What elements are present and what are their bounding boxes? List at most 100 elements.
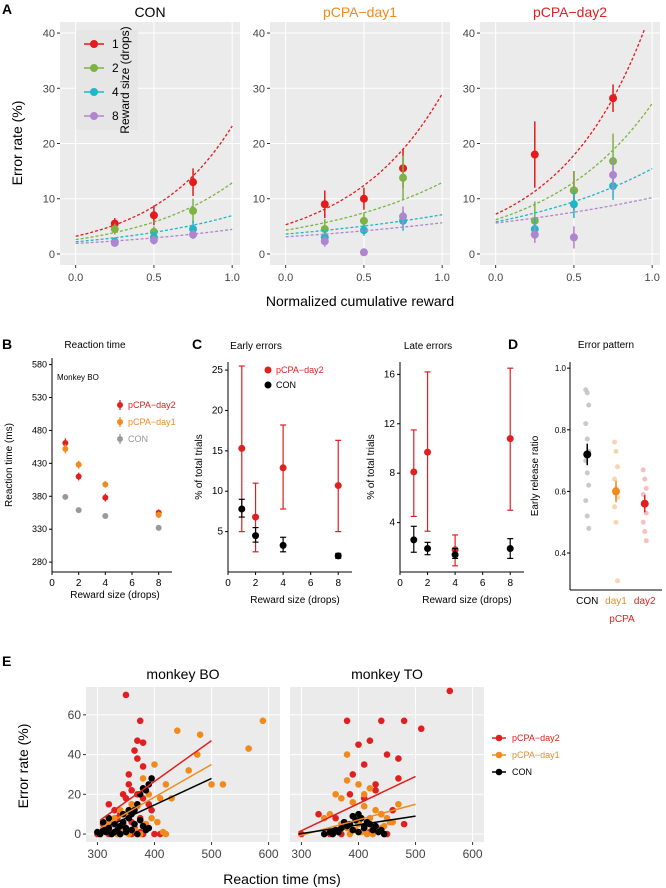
x-tick-label: 400: [144, 847, 164, 861]
data-point-8: [320, 237, 329, 246]
y-tick-label: 20: [43, 139, 55, 151]
data-point: [145, 800, 153, 808]
data-point: [279, 464, 287, 472]
fit-curve-4: [285, 214, 443, 235]
x-tick-label: 4: [452, 578, 458, 589]
data-point-8: [149, 236, 158, 245]
x-axis-label: Normalized cumulative reward: [266, 293, 454, 309]
data-point: [136, 816, 144, 824]
data-point: [128, 787, 135, 794]
data-point: [151, 761, 158, 768]
panel-title: pCPA−day2: [533, 4, 607, 20]
group-mean: [583, 450, 592, 459]
data-point: [245, 745, 252, 752]
data-point: [105, 800, 113, 808]
data-point: [259, 717, 267, 725]
data-point: [139, 775, 147, 782]
y-tick-label: 8: [389, 468, 395, 479]
y-tick-label: 480: [32, 425, 47, 435]
x-tick-label: 6: [129, 578, 135, 589]
data-point: [372, 806, 379, 814]
data-point: [410, 536, 418, 544]
data-point: [377, 717, 385, 725]
data-point: [346, 791, 354, 798]
x-tick-label: 1.0: [435, 272, 450, 284]
x-tick-label: 8: [335, 578, 341, 589]
data-point: [366, 737, 374, 744]
data-point: [349, 798, 357, 806]
x-axis-label: Reaction time (ms): [223, 871, 340, 887]
y-tick-label: 25: [212, 365, 224, 376]
individual-point: [642, 476, 648, 482]
data-point: [343, 751, 351, 758]
y-axis-label: % of total trials: [366, 434, 377, 500]
y-tick-label: 10: [463, 194, 475, 206]
legend-marker: [264, 366, 272, 374]
x-tick-label: 0.0: [278, 272, 293, 284]
x-tick-label: CON: [576, 596, 598, 607]
x-tick-label: 6: [480, 578, 486, 589]
fit-curve-4: [75, 214, 233, 243]
x-tick-label: 6: [308, 578, 314, 589]
data-point-8: [569, 233, 578, 242]
panel-title: CON: [134, 4, 165, 20]
data-point: [335, 828, 342, 836]
data-point-2: [359, 216, 368, 225]
data-point: [99, 818, 107, 826]
annotation: Monkey BO: [57, 373, 99, 382]
fit-curve-1: [495, 29, 645, 215]
legend-label: pCPA−day2: [128, 400, 176, 410]
data-point-8: [399, 212, 408, 221]
legend-label: CON: [128, 434, 148, 444]
x-tick-label: 0.0: [68, 272, 83, 284]
data-point: [349, 812, 357, 820]
data-point: [102, 481, 109, 488]
data-point: [424, 448, 432, 456]
individual-point: [640, 467, 646, 473]
y-tick-label: 16: [384, 369, 396, 380]
data-point: [142, 826, 150, 834]
legend-marker: [495, 751, 503, 759]
data-point: [125, 771, 133, 778]
data-point: [219, 781, 227, 788]
legend-marker-2: [90, 64, 98, 72]
data-point: [134, 737, 141, 744]
y-tick-label: 20: [253, 139, 265, 151]
data-point: [162, 781, 170, 788]
regression-line: [99, 763, 212, 829]
data-point: [338, 794, 345, 802]
y-tick-label: 1.0: [555, 364, 567, 373]
data-point: [355, 741, 362, 748]
data-point: [102, 513, 109, 520]
data-point: [62, 445, 69, 452]
legend-label: CON: [512, 767, 532, 777]
data-point: [372, 781, 379, 788]
legend-label: pCPA−day2: [512, 733, 560, 743]
data-point: [148, 775, 155, 782]
x-tick-label: 0.0: [488, 272, 503, 284]
data-point: [334, 552, 342, 560]
data-point: [154, 818, 161, 826]
group-mean: [612, 487, 620, 496]
data-point: [360, 761, 368, 768]
data-point-1: [189, 178, 198, 187]
legend-marker: [117, 436, 123, 442]
individual-point: [584, 436, 590, 442]
individual-point: [586, 402, 592, 408]
y-tick-label: 580: [32, 360, 47, 370]
data-point: [360, 802, 368, 810]
individual-point: [583, 498, 589, 504]
y-tick-label: 0.6: [555, 487, 567, 496]
legend-label: pCPA−day2: [276, 365, 324, 375]
data-point: [136, 717, 144, 725]
data-point: [343, 777, 351, 784]
individual-point: [615, 578, 620, 584]
panel-e-error-vs-rt: 300 400 500 600 0 20 40 60 monkey BO 300 400 500 600…: [15, 666, 560, 887]
data-point-2: [399, 173, 408, 182]
data-point-4: [359, 226, 368, 235]
y-axis-label: Early release ratio: [530, 435, 541, 516]
data-point: [125, 806, 133, 814]
x-tick-label: 0: [397, 578, 403, 589]
y-tick-label: 0.4: [555, 549, 567, 558]
data-point-2: [189, 206, 198, 215]
